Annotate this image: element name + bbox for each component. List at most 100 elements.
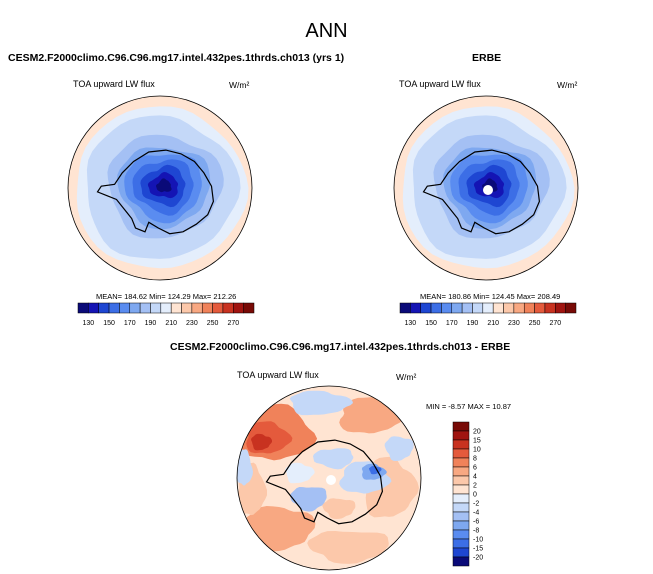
obs-colorbar-tick-3: 190 (467, 320, 479, 327)
diff-colorbar-tick-12: -10 (473, 537, 483, 544)
diff-patch-14 (313, 448, 354, 470)
diff-colorbar-swatch-15 (452, 556, 470, 567)
obs-colorbar-swatch-8 (482, 302, 494, 314)
diff-patch-15 (285, 462, 315, 484)
obs-colorbar: 130 150 170 190 210 230 250 270 (399, 302, 577, 327)
diff-colorbar-tick-7: 0 (473, 492, 477, 499)
obs-coastline (422, 149, 541, 235)
model-colorbar-swatch-4 (119, 302, 131, 314)
diff-colorbar-swatch-1 (452, 430, 470, 441)
diff-map (236, 385, 422, 571)
obs-colorbar-swatch-12 (523, 302, 535, 314)
obs-colorbar-swatch-4 (441, 302, 453, 314)
obs-colorbar-swatch-0 (399, 302, 411, 314)
model-colorbar-swatch-10 (181, 302, 193, 314)
obs-colorbar-tick-0: 130 (405, 320, 417, 327)
diff-stats: MIN = -8.57 MAX = 10.87 (426, 402, 512, 411)
diff-colorbar-swatch-4 (452, 457, 470, 468)
obs-colorbar-swatch-9 (492, 302, 504, 314)
diff-colorbar-swatch-6 (452, 475, 470, 486)
model-field (68, 96, 252, 280)
obs-colorbar-swatch-6 (461, 302, 473, 314)
obs-colorbar-swatch-14 (544, 302, 556, 314)
figure-title: ANN (305, 20, 348, 42)
obs-panel-title: ERBE (472, 52, 502, 64)
model-stats: MEAN= 184.62 Min= 124.29 Max= 212.26 (96, 292, 237, 301)
model-colorbar-swatch-11 (191, 302, 203, 314)
diff-colorbar-swatch-7 (452, 484, 470, 495)
model-colorbar-swatch-5 (129, 302, 141, 314)
diff-units-label: W/m² (396, 372, 417, 382)
diff-colorbar-tick-3: 8 (473, 456, 477, 463)
obs-colorbar-tick-6: 250 (529, 320, 541, 327)
model-colorbar-swatch-9 (170, 302, 182, 314)
diff-patch-17 (237, 449, 253, 486)
obs-colorbar-tick-2: 170 (446, 320, 458, 327)
obs-map-border (393, 95, 579, 281)
model-colorbar-tick-6: 250 (207, 320, 219, 327)
diff-field (237, 386, 421, 570)
diff-patch-16 (322, 498, 356, 519)
diff-colorbar-tick-6: 2 (473, 483, 477, 490)
model-colorbar-swatch-12 (201, 302, 213, 314)
model-colorbar-swatch-15 (233, 302, 244, 314)
model-colorbar-swatch-14 (222, 302, 234, 314)
diff-colorbar-swatch-12 (452, 529, 470, 540)
obs-colorbar-swatch-10 (503, 302, 515, 314)
obs-field (394, 96, 578, 280)
obs-colorbar-swatch-2 (420, 302, 432, 314)
model-colorbar-tick-4: 210 (165, 320, 177, 327)
diff-colorbar-tick-2: 10 (473, 447, 481, 454)
diff-map-border (236, 385, 422, 571)
diff-colorbar-swatch-5 (452, 466, 470, 477)
model-colorbar-tick-5: 230 (186, 320, 198, 327)
obs-colorbar-swatch-7 (472, 302, 484, 314)
model-colorbar-swatch-3 (108, 302, 120, 314)
model-contour-8 (156, 178, 172, 193)
diff-colorbar-swatch-11 (452, 520, 470, 531)
obs-stats: MEAN= 180.86 Min= 124.45 Max= 208.49 (420, 292, 561, 301)
diff-pole-hole (326, 475, 336, 485)
obs-colorbar-swatch-3 (430, 302, 442, 314)
model-coastline (96, 149, 215, 235)
model-colorbar-swatch-2 (98, 302, 110, 314)
model-colorbar: 130 150 170 190 210 230 250 270 (77, 302, 255, 327)
diff-patch-6 (307, 531, 389, 564)
diff-colorbar-swatch-8 (452, 493, 470, 504)
model-colorbar-swatch-8 (160, 302, 172, 314)
model-colorbar-swatch-6 (139, 302, 151, 314)
model-colorbar-tick-2: 170 (124, 320, 136, 327)
obs-colorbar-tick-1: 150 (425, 320, 437, 327)
diff-colorbar-swatch-0 (452, 421, 470, 432)
diff-colorbar-swatch-2 (452, 439, 470, 450)
diff-colorbar-swatch-3 (452, 448, 470, 459)
obs-colorbar-swatch-13 (534, 302, 546, 314)
diff-colorbar-tick-11: -8 (473, 528, 479, 535)
model-colorbar-tick-0: 130 (83, 320, 95, 327)
diff-patch-5 (244, 506, 316, 552)
diff-colorbar-tick-0: 20 (473, 429, 481, 436)
diff-panel-title: CESM2.F2000climo.C96.C96.mg17.intel.432p… (170, 341, 511, 353)
obs-colorbar-tick-5: 230 (508, 320, 520, 327)
diff-colorbar-tick-4: 6 (473, 465, 477, 472)
diff-patch-2 (251, 433, 272, 451)
diff-patch-13 (290, 487, 327, 512)
obs-colorbar-swatch-11 (513, 302, 525, 314)
diff-colorbar-swatch-10 (452, 511, 470, 522)
diff-colorbar-swatch-9 (452, 502, 470, 513)
model-colorbar-tick-7: 270 (227, 320, 239, 327)
obs-variable-label: TOA upward LW flux (399, 79, 481, 89)
diff-colorbar-tick-8: -2 (473, 501, 479, 508)
diff-variable-label: TOA upward LW flux (237, 370, 319, 380)
model-map (67, 95, 253, 281)
diff-coastline (265, 439, 384, 525)
model-colorbar-swatch-7 (150, 302, 162, 314)
diff-colorbar-swatch-13 (452, 538, 470, 549)
model-colorbar-swatch-16 (243, 302, 255, 314)
obs-colorbar-swatch-16 (565, 302, 577, 314)
model-panel-title: CESM2.F2000climo.C96.C96.mg17.intel.432p… (8, 52, 345, 64)
obs-colorbar-tick-4: 210 (487, 320, 499, 327)
diff-colorbar-tick-5: 4 (473, 474, 477, 481)
diff-colorbar-tick-10: -6 (473, 519, 479, 526)
